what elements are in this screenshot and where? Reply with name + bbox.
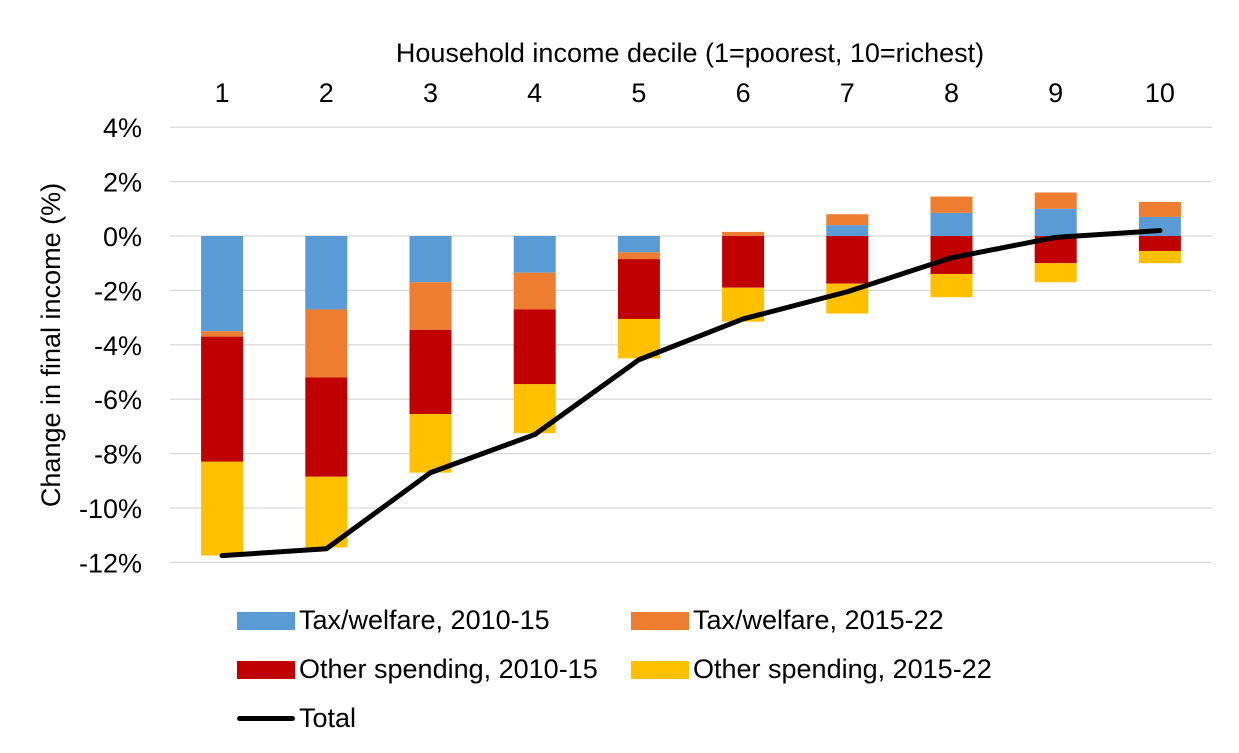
bar-segment-series2-decile-10 bbox=[1138, 202, 1181, 217]
bar-segment-series1-decile-5 bbox=[617, 236, 660, 253]
bar-segment-series3-decile-4 bbox=[513, 309, 556, 385]
bars bbox=[201, 192, 1181, 556]
y-axis-title: Change in final income (%) bbox=[36, 183, 66, 507]
bar-segment-series2-decile-2 bbox=[305, 309, 348, 378]
y-tick-label: -4% bbox=[94, 331, 142, 361]
bar-segment-series2-decile-5 bbox=[617, 252, 660, 260]
bar-segment-series1-decile-7 bbox=[826, 225, 869, 236]
x-tick-label: 6 bbox=[736, 78, 751, 108]
y-tick-label: -10% bbox=[79, 494, 142, 524]
bar-segment-series4-decile-10 bbox=[1138, 250, 1181, 264]
bar-segment-series2-decile-4 bbox=[513, 272, 556, 310]
bar-segment-series3-decile-1 bbox=[201, 336, 244, 462]
x-tick-label: 9 bbox=[1048, 78, 1063, 108]
bar-segment-series3-decile-6 bbox=[722, 236, 765, 288]
bar-segment-series3-decile-10 bbox=[1138, 236, 1181, 251]
bar-segment-series3-decile-3 bbox=[409, 329, 452, 415]
bar-segment-series1-decile-1 bbox=[201, 236, 244, 332]
y-tick-label: 4% bbox=[103, 113, 142, 143]
x-axis-title: Household income decile (1=poorest, 10=r… bbox=[396, 38, 984, 68]
bar-segment-series2-decile-8 bbox=[930, 196, 973, 213]
bar-segment-series4-decile-3 bbox=[409, 414, 452, 473]
bar-segment-series1-decile-4 bbox=[513, 236, 556, 273]
bar-segment-series2-decile-6 bbox=[722, 231, 765, 236]
x-tick-labels: 1 2 3 4 5 6 7 8 9 10 bbox=[215, 78, 1175, 108]
bar-segment-series1-decile-2 bbox=[305, 236, 348, 310]
x-tick-label: 3 bbox=[423, 78, 438, 108]
y-tick-label: -6% bbox=[94, 385, 142, 415]
bar-segment-series2-decile-1 bbox=[201, 331, 244, 337]
bar-segment-series4-decile-9 bbox=[1034, 263, 1077, 283]
x-tick-label: 7 bbox=[840, 78, 855, 108]
bar-segment-series3-decile-7 bbox=[826, 236, 869, 284]
bar-segment-series3-decile-5 bbox=[617, 259, 660, 319]
total-line bbox=[219, 228, 1163, 559]
x-tick-label: 4 bbox=[527, 78, 542, 108]
y-tick-label: -8% bbox=[94, 440, 142, 470]
bar-segment-series1-decile-9 bbox=[1034, 208, 1077, 236]
bar-segment-series4-decile-1 bbox=[201, 461, 244, 556]
x-tick-label: 8 bbox=[944, 78, 959, 108]
x-tick-label: 10 bbox=[1145, 78, 1175, 108]
bar-segment-series2-decile-7 bbox=[826, 214, 869, 226]
x-tick-label: 1 bbox=[215, 78, 230, 108]
bar-segment-series4-decile-8 bbox=[930, 274, 973, 298]
bar-segment-series3-decile-2 bbox=[305, 377, 348, 477]
bar-segment-series1-decile-3 bbox=[409, 236, 452, 283]
y-tick-label: 2% bbox=[103, 168, 142, 198]
x-tick-label: 2 bbox=[319, 78, 334, 108]
y-tick-label: 0% bbox=[103, 222, 142, 252]
total-line-group bbox=[219, 228, 1163, 559]
bar-segment-series1-decile-8 bbox=[930, 212, 973, 236]
bar-segment-series2-decile-3 bbox=[409, 282, 452, 330]
y-tick-label: -12% bbox=[79, 548, 142, 578]
y-tick-label: -2% bbox=[94, 276, 142, 306]
y-tick-labels: 4% 2% 0% -2% -4% -6% -8% -10% -12% bbox=[79, 113, 142, 578]
bar-segment-series2-decile-9 bbox=[1034, 192, 1077, 209]
x-tick-label: 5 bbox=[631, 78, 646, 108]
